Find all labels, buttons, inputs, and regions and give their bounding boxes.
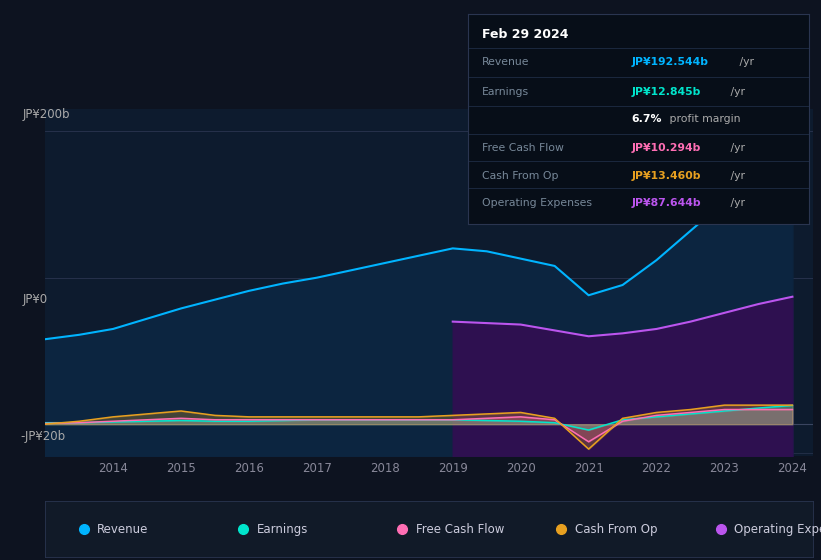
Text: 6.7%: 6.7% bbox=[631, 114, 662, 124]
Text: JP¥87.644b: JP¥87.644b bbox=[631, 198, 701, 208]
Text: Revenue: Revenue bbox=[482, 57, 529, 67]
Text: Operating Expenses: Operating Expenses bbox=[735, 522, 821, 536]
Text: JP¥12.845b: JP¥12.845b bbox=[631, 87, 701, 97]
Text: /yr: /yr bbox=[727, 143, 745, 153]
Text: Free Cash Flow: Free Cash Flow bbox=[416, 522, 504, 536]
Text: /yr: /yr bbox=[727, 198, 745, 208]
Text: Revenue: Revenue bbox=[98, 522, 149, 536]
Text: JP¥192.544b: JP¥192.544b bbox=[631, 57, 709, 67]
Text: /yr: /yr bbox=[727, 171, 745, 181]
Text: Free Cash Flow: Free Cash Flow bbox=[482, 143, 563, 153]
Text: /yr: /yr bbox=[727, 87, 745, 97]
Text: -JP¥20b: -JP¥20b bbox=[21, 430, 66, 444]
Text: Cash From Op: Cash From Op bbox=[576, 522, 658, 536]
Text: Operating Expenses: Operating Expenses bbox=[482, 198, 592, 208]
Text: /yr: /yr bbox=[736, 57, 754, 67]
Text: JP¥10.294b: JP¥10.294b bbox=[631, 143, 701, 153]
Text: profit margin: profit margin bbox=[666, 114, 740, 124]
Text: Cash From Op: Cash From Op bbox=[482, 171, 558, 181]
Text: Feb 29 2024: Feb 29 2024 bbox=[482, 29, 568, 41]
Text: JP¥200b: JP¥200b bbox=[23, 108, 71, 122]
Text: JP¥13.460b: JP¥13.460b bbox=[631, 171, 701, 181]
Text: Earnings: Earnings bbox=[482, 87, 529, 97]
Text: Earnings: Earnings bbox=[257, 522, 308, 536]
Text: JP¥0: JP¥0 bbox=[23, 293, 48, 306]
